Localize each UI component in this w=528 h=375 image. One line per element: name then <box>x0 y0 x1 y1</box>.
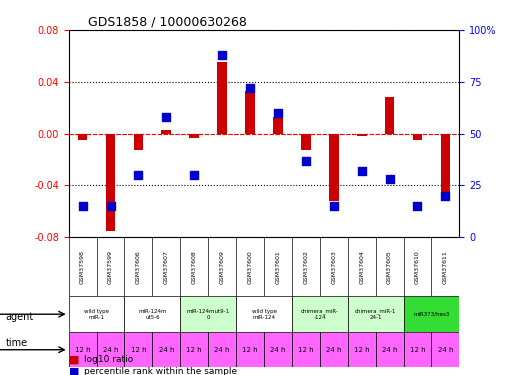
Point <box>301 158 310 164</box>
Text: GSM37600: GSM37600 <box>248 250 252 284</box>
Text: GSM37601: GSM37601 <box>276 250 280 284</box>
Point <box>190 172 199 178</box>
Bar <box>134 134 143 150</box>
Bar <box>78 134 88 140</box>
Point <box>218 52 227 58</box>
FancyBboxPatch shape <box>153 332 180 368</box>
FancyBboxPatch shape <box>180 297 236 332</box>
Text: 12 h: 12 h <box>130 347 146 353</box>
Text: miR-124mut9-1
0: miR-124mut9-1 0 <box>186 309 230 320</box>
Bar <box>106 134 116 231</box>
FancyBboxPatch shape <box>180 332 208 368</box>
Point <box>246 85 254 91</box>
FancyBboxPatch shape <box>125 332 153 368</box>
FancyBboxPatch shape <box>69 297 125 332</box>
Text: 24 h: 24 h <box>382 347 398 353</box>
Text: wild type
miR-1: wild type miR-1 <box>84 309 109 320</box>
Bar <box>329 134 338 201</box>
FancyBboxPatch shape <box>69 332 97 368</box>
Text: GSM37603: GSM37603 <box>331 250 336 284</box>
Point <box>441 193 450 199</box>
Text: 12 h: 12 h <box>75 347 90 353</box>
Point <box>106 203 115 209</box>
Text: GDS1858 / 10000630268: GDS1858 / 10000630268 <box>88 16 247 29</box>
Point <box>413 203 422 209</box>
Text: 12 h: 12 h <box>186 347 202 353</box>
Text: GSM37608: GSM37608 <box>192 250 197 284</box>
Point <box>274 110 282 116</box>
Bar <box>190 134 199 138</box>
Text: time: time <box>5 338 27 348</box>
Point <box>357 168 366 174</box>
Text: GSM37604: GSM37604 <box>359 250 364 284</box>
FancyBboxPatch shape <box>320 332 348 368</box>
Text: 12 h: 12 h <box>354 347 370 353</box>
FancyBboxPatch shape <box>236 297 292 332</box>
FancyBboxPatch shape <box>431 332 459 368</box>
Text: 12 h: 12 h <box>242 347 258 353</box>
FancyBboxPatch shape <box>375 332 403 368</box>
FancyBboxPatch shape <box>208 332 236 368</box>
FancyBboxPatch shape <box>403 297 459 332</box>
Point <box>162 114 171 120</box>
FancyBboxPatch shape <box>264 332 292 368</box>
Point <box>78 203 87 209</box>
Text: GSM37611: GSM37611 <box>443 250 448 284</box>
Text: 12 h: 12 h <box>410 347 426 353</box>
Point <box>385 176 394 182</box>
Text: agent: agent <box>5 312 34 322</box>
Text: 24 h: 24 h <box>103 347 118 353</box>
Text: ■: ■ <box>69 366 79 375</box>
Text: wild type
miR-124: wild type miR-124 <box>251 309 277 320</box>
Text: chimera_miR-1
24-1: chimera_miR-1 24-1 <box>355 309 397 320</box>
Text: GSM37602: GSM37602 <box>304 250 308 284</box>
Point <box>329 203 338 209</box>
Text: 24 h: 24 h <box>270 347 286 353</box>
FancyBboxPatch shape <box>403 332 431 368</box>
Text: chimera_miR-
-124: chimera_miR- -124 <box>301 309 339 320</box>
Text: 24 h: 24 h <box>438 347 453 353</box>
Text: GSM37609: GSM37609 <box>220 250 224 284</box>
FancyBboxPatch shape <box>292 332 320 368</box>
FancyBboxPatch shape <box>125 297 180 332</box>
FancyBboxPatch shape <box>292 297 348 332</box>
Bar <box>440 134 450 196</box>
Text: log10 ratio: log10 ratio <box>84 356 134 364</box>
Bar <box>217 62 227 134</box>
Text: miR-124m
ut5-6: miR-124m ut5-6 <box>138 309 167 320</box>
Text: ■: ■ <box>69 355 79 365</box>
Text: GSM37605: GSM37605 <box>387 250 392 284</box>
Text: GSM37610: GSM37610 <box>415 250 420 284</box>
Text: 12 h: 12 h <box>298 347 314 353</box>
FancyBboxPatch shape <box>348 297 403 332</box>
Bar <box>245 91 255 134</box>
Text: 24 h: 24 h <box>214 347 230 353</box>
Text: percentile rank within the sample: percentile rank within the sample <box>84 367 238 375</box>
Text: GSM37606: GSM37606 <box>136 250 141 284</box>
Bar <box>357 134 366 136</box>
Text: GSM37607: GSM37607 <box>164 250 169 284</box>
Text: miR373/hes3: miR373/hes3 <box>413 312 450 317</box>
Point <box>134 172 143 178</box>
Text: GSM37599: GSM37599 <box>108 250 113 284</box>
Text: 24 h: 24 h <box>326 347 342 353</box>
FancyBboxPatch shape <box>97 332 125 368</box>
Text: 24 h: 24 h <box>158 347 174 353</box>
Bar <box>412 134 422 140</box>
FancyBboxPatch shape <box>348 332 375 368</box>
Bar <box>162 130 171 134</box>
Text: GSM37598: GSM37598 <box>80 250 85 284</box>
Bar <box>385 98 394 134</box>
Bar <box>273 117 283 134</box>
FancyBboxPatch shape <box>236 332 264 368</box>
Bar <box>301 134 311 150</box>
